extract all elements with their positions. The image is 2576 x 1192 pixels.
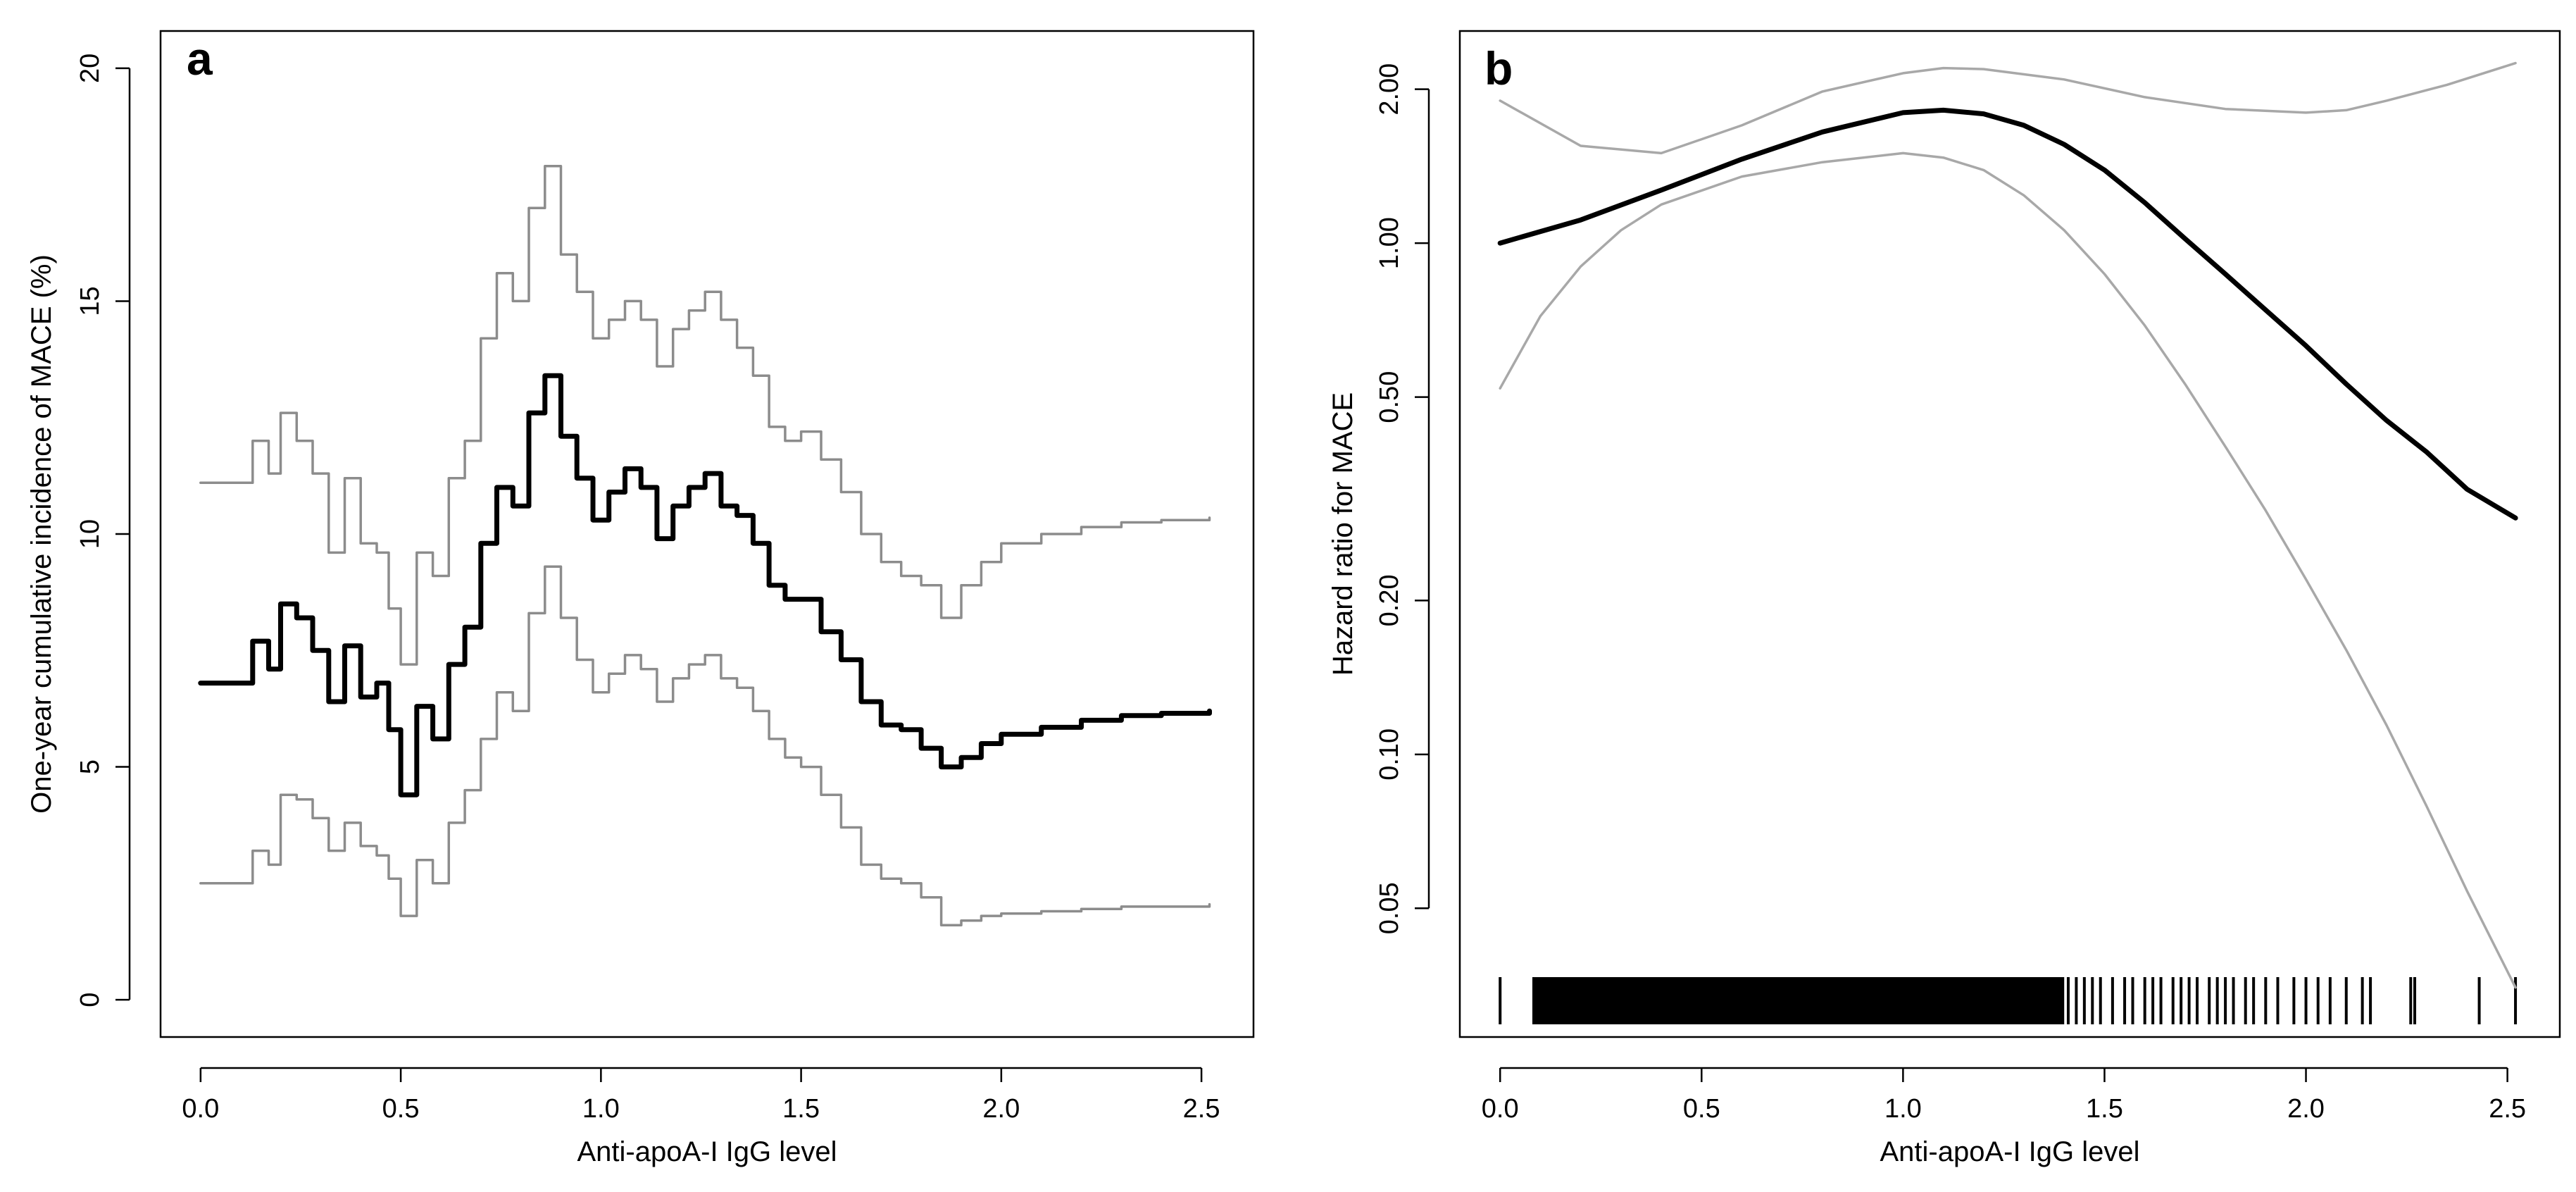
x-tick-label: 0.5 — [1683, 1094, 1720, 1124]
series-line-upper-bound — [1499, 61, 2517, 155]
panel-b-chart: 0.0 0.5 1.0 1.5 2.0 2.5 0.05 0.10 0.20 0.50 1.00 2.… — [1327, 30, 2561, 1167]
y-axis-title: One-year cumulative incidence of MACE (%… — [26, 254, 57, 814]
series-line-upper-bound — [199, 164, 1211, 666]
x-tick-label: 2.0 — [982, 1094, 1020, 1124]
y-tick-label: 15 — [75, 286, 105, 316]
panel-label: b — [1484, 42, 1513, 94]
series-line-lower-bound — [1499, 151, 2517, 989]
series-line-lower-bound — [199, 565, 1211, 927]
plot-frame — [1458, 30, 2561, 1038]
panel-a-chart: 0.0 0.5 1.0 1.5 2.0 2.5 0 5 10 15 20 Anti-apoA-I Ig… — [26, 30, 1255, 1167]
series-line-estimate — [198, 373, 1212, 797]
x-tick-label: 0.0 — [182, 1094, 219, 1124]
x-tick-label: 0.5 — [382, 1094, 420, 1124]
x-axis-title: Anti-apoA-I IgG level — [577, 1136, 837, 1167]
x-tick-label: 2.5 — [2489, 1094, 2526, 1124]
x-tick-label: 0.0 — [1482, 1094, 1519, 1124]
y-tick-label: 0.05 — [1375, 882, 1404, 934]
x-tick-label: 2.5 — [1183, 1094, 1220, 1124]
y-tick-label: 0.20 — [1375, 574, 1404, 626]
panel-label: a — [187, 32, 213, 85]
y-axis-title: Hazard ratio for MACE — [1327, 392, 1358, 676]
x-axis-title: Anti-apoA-I IgG level — [1880, 1136, 2139, 1167]
x-tick-label: 1.0 — [1884, 1094, 1922, 1124]
rug-dense-block — [1532, 977, 2065, 1024]
y-tick-label: 20 — [75, 54, 105, 83]
y-tick-label: 5 — [75, 759, 105, 774]
y-tick-label: 0.50 — [1375, 371, 1404, 423]
y-tick-label: 2.00 — [1375, 63, 1404, 116]
x-tick-label: 1.5 — [782, 1094, 820, 1124]
y-tick-label: 0.10 — [1375, 728, 1404, 781]
y-tick-label: 0 — [75, 993, 105, 1007]
series-line-hazard-ratio — [1497, 107, 2518, 521]
plot-frame — [159, 30, 1255, 1038]
y-tick-label: 1.00 — [1375, 217, 1404, 269]
x-tick-label: 2.0 — [2287, 1094, 2325, 1124]
x-tick-label: 1.0 — [582, 1094, 620, 1124]
x-tick-label: 1.5 — [2086, 1094, 2123, 1124]
y-tick-label: 10 — [75, 519, 105, 549]
